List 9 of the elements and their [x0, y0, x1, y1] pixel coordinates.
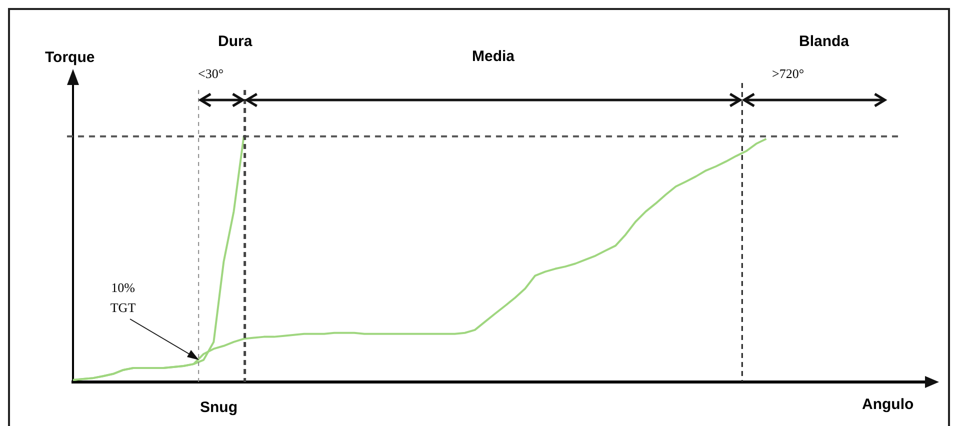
annotation: 10% TGT — [109, 279, 137, 317]
y-axis-title: Torque — [45, 49, 95, 66]
text: <30° — [198, 65, 224, 83]
text: Snug — [200, 398, 238, 418]
x-axis-title: Angulo — [862, 396, 914, 413]
text: Blanda — [799, 32, 850, 52]
text: Dura — [218, 32, 252, 52]
text: >720° — [772, 65, 804, 83]
text: Media — [472, 47, 515, 67]
